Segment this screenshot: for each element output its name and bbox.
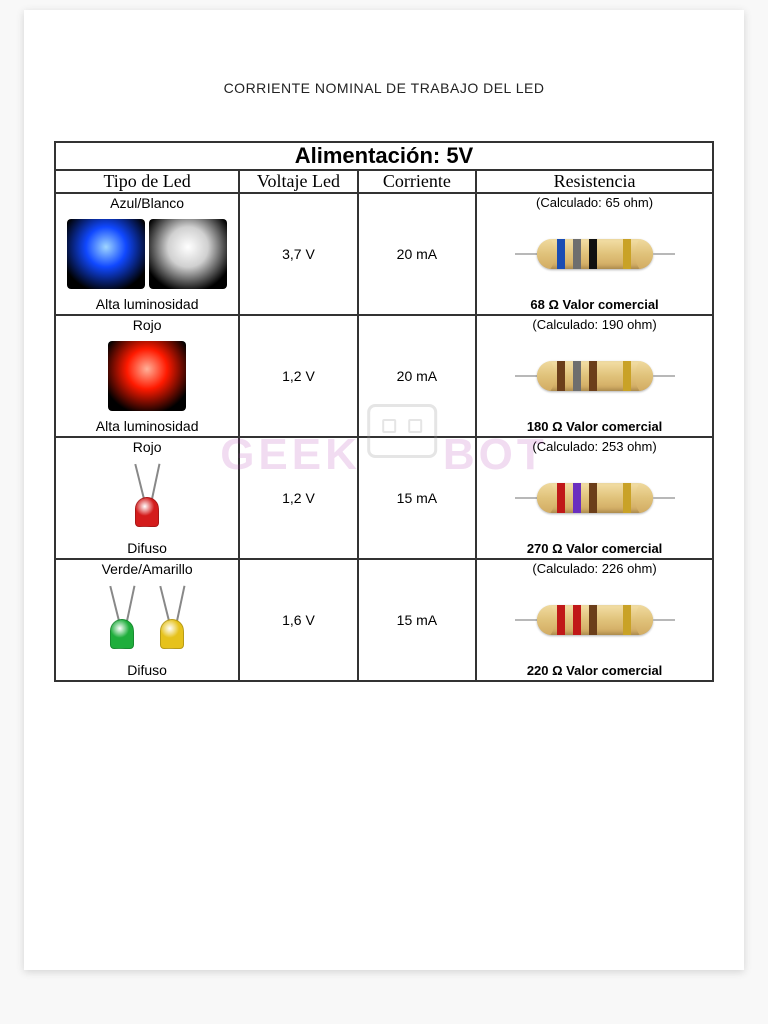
tipo-bottom-label: Difuso xyxy=(127,663,167,678)
resistor-icon xyxy=(481,332,708,419)
cell-voltaje: 1,2 V xyxy=(239,315,357,437)
resistor-band xyxy=(623,239,631,269)
voltaje-value: 3,7 V xyxy=(282,246,315,262)
voltaje-value: 1,6 V xyxy=(282,612,315,628)
led-glow-icon xyxy=(67,219,145,289)
corriente-value: 20 mA xyxy=(397,368,437,384)
cell-tipo: Rojo Alta luminosidad xyxy=(55,315,239,437)
cell-corriente: 20 mA xyxy=(358,315,476,437)
cell-resistencia: (Calculado: 190 ohm) 180 Ω Valor comercia… xyxy=(476,315,713,437)
table-row: Azul/Blanco Alta luminosidad 3,7 V 20 mA (Ca… xyxy=(55,193,713,315)
resistor-icon xyxy=(481,454,708,541)
led-image xyxy=(60,455,234,540)
led-diffuse-icon xyxy=(99,585,145,655)
resistor-band xyxy=(589,361,597,391)
tipo-bottom-label: Alta luminosidad xyxy=(96,419,199,434)
res-commercial-label: 180 Ω Valor comercial xyxy=(527,420,662,434)
cell-resistencia: (Calculado: 65 ohm) 68 Ω Valor comercial xyxy=(476,193,713,315)
col-resistencia: Resistencia xyxy=(476,170,713,193)
cell-resistencia: (Calculado: 253 ohm) 270 Ω Valor comercia… xyxy=(476,437,713,559)
cell-corriente: 20 mA xyxy=(358,193,476,315)
led-glow-icon xyxy=(149,219,227,289)
led-diffuse-icon xyxy=(149,585,195,655)
table-row: Rojo Difuso 1,2 V 15 mA (Calculado: 253 ohm)… xyxy=(55,437,713,559)
cell-resistencia: (Calculado: 226 ohm) 220 Ω Valor comercia… xyxy=(476,559,713,681)
resistor-band xyxy=(623,361,631,391)
res-commercial-label: 270 Ω Valor comercial xyxy=(527,542,662,556)
res-calc-label: (Calculado: 253 ohm) xyxy=(532,440,656,454)
res-commercial-label: 68 Ω Valor comercial xyxy=(530,298,658,312)
supply-header-row: Alimentación: 5V xyxy=(55,142,713,170)
supply-header: Alimentación: 5V xyxy=(55,142,713,170)
res-calc-label: (Calculado: 190 ohm) xyxy=(532,318,656,332)
led-image xyxy=(60,577,234,662)
resistor-band xyxy=(573,605,581,635)
table-row: Verde/Amarillo Difuso 1,6 V 15 mA (Calculado… xyxy=(55,559,713,681)
led-image xyxy=(60,333,234,418)
cell-voltaje: 3,7 V xyxy=(239,193,357,315)
col-tipo: Tipo de Led xyxy=(55,170,239,193)
led-diffuse-icon xyxy=(124,463,170,533)
resistor-band xyxy=(557,361,565,391)
resistor-band xyxy=(623,483,631,513)
corriente-value: 15 mA xyxy=(397,612,437,628)
corriente-value: 15 mA xyxy=(397,490,437,506)
resistor-band xyxy=(623,605,631,635)
tipo-top-label: Rojo xyxy=(133,318,162,333)
cell-tipo: Verde/Amarillo Difuso xyxy=(55,559,239,681)
tipo-top-label: Verde/Amarillo xyxy=(102,562,193,577)
resistor-band xyxy=(589,483,597,513)
cell-voltaje: 1,6 V xyxy=(239,559,357,681)
col-voltaje: Voltaje Led xyxy=(239,170,357,193)
tipo-top-label: Rojo xyxy=(133,440,162,455)
resistor-icon xyxy=(481,576,708,663)
table-row: Rojo Alta luminosidad 1,2 V 20 mA (Calculado… xyxy=(55,315,713,437)
resistor-band xyxy=(589,239,597,269)
resistor-band xyxy=(557,483,565,513)
resistor-band xyxy=(573,361,581,391)
led-glow-icon xyxy=(108,341,186,411)
cell-tipo: Azul/Blanco Alta luminosidad xyxy=(55,193,239,315)
res-calc-label: (Calculado: 226 ohm) xyxy=(532,562,656,576)
tipo-bottom-label: Alta luminosidad xyxy=(96,297,199,312)
tipo-top-label: Azul/Blanco xyxy=(110,196,184,211)
resistor-band xyxy=(557,605,565,635)
col-corriente: Corriente xyxy=(358,170,476,193)
cell-tipo: Rojo Difuso xyxy=(55,437,239,559)
resistor-band xyxy=(573,483,581,513)
voltaje-value: 1,2 V xyxy=(282,490,315,506)
corriente-value: 20 mA xyxy=(397,246,437,262)
resistor-band xyxy=(589,605,597,635)
tipo-bottom-label: Difuso xyxy=(127,541,167,556)
res-calc-label: (Calculado: 65 ohm) xyxy=(536,196,653,210)
resistor-band xyxy=(573,239,581,269)
column-header-row: Tipo de Led Voltaje Led Corriente Resist… xyxy=(55,170,713,193)
res-commercial-label: 220 Ω Valor comercial xyxy=(527,664,662,678)
document-page: CORRIENTE NOMINAL DE TRABAJO DEL LED GEE… xyxy=(24,10,744,970)
cell-voltaje: 1,2 V xyxy=(239,437,357,559)
resistor-band xyxy=(557,239,565,269)
cell-corriente: 15 mA xyxy=(358,437,476,559)
led-table: Alimentación: 5V Tipo de Led Voltaje Led… xyxy=(54,141,714,682)
voltaje-value: 1,2 V xyxy=(282,368,315,384)
document-title: CORRIENTE NOMINAL DE TRABAJO DEL LED xyxy=(54,80,714,96)
led-image xyxy=(60,211,234,296)
resistor-icon xyxy=(481,210,708,297)
cell-corriente: 15 mA xyxy=(358,559,476,681)
